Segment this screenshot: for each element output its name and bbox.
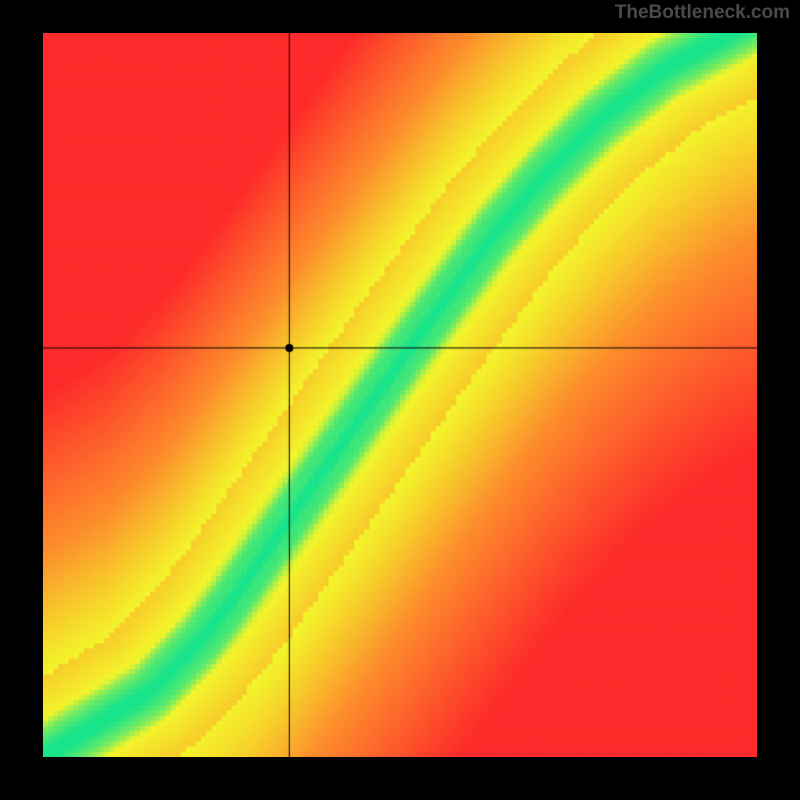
heatmap-canvas xyxy=(43,33,757,757)
heatmap-plot xyxy=(43,33,757,757)
watermark-text: TheBottleneck.com xyxy=(615,2,790,24)
chart-container: TheBottleneck.com xyxy=(0,0,800,800)
